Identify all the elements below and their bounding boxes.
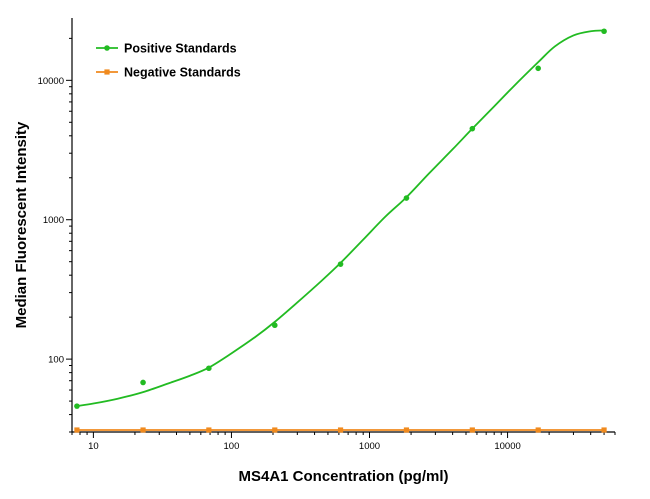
x-tick-label: 1000 bbox=[359, 441, 380, 452]
legend-label: Positive Standards bbox=[124, 42, 237, 56]
x-tick-label: 100 bbox=[224, 441, 240, 452]
negative-data-point bbox=[469, 427, 475, 433]
negative-data-point bbox=[601, 427, 607, 433]
x-tick-label: 10 bbox=[88, 441, 99, 452]
y-tick-label: 10000 bbox=[38, 76, 64, 87]
x-tick-label: 10000 bbox=[494, 441, 520, 452]
negative-data-point bbox=[272, 427, 278, 433]
y-axis-ticks: 100 1000 10000 bbox=[38, 37, 72, 433]
negative-data-point bbox=[403, 427, 410, 433]
x-axis-title: MS4A1 Concentration (pg/ml) bbox=[238, 468, 448, 485]
positive-data-point bbox=[74, 403, 80, 409]
series-layer bbox=[74, 28, 607, 433]
axes bbox=[71, 18, 615, 433]
positive-data-point bbox=[206, 365, 212, 372]
y-tick-label: 1000 bbox=[43, 215, 64, 226]
positive-data-point bbox=[601, 28, 607, 35]
positive-data-point bbox=[469, 125, 476, 132]
positive-fit-curve bbox=[76, 29, 605, 408]
legend-marker bbox=[104, 69, 110, 75]
x-axis-ticks: 10 100 1000 10000 bbox=[71, 432, 616, 452]
negative-data-point bbox=[535, 427, 541, 433]
legend: Positive Standards Negative Standards bbox=[96, 42, 241, 80]
positive-data-point bbox=[140, 379, 146, 386]
legend-marker bbox=[104, 45, 110, 51]
negative-data-point bbox=[337, 427, 344, 433]
legend-label: Negative Standards bbox=[124, 66, 241, 80]
negative-data-point bbox=[206, 427, 212, 433]
positive-data-point bbox=[337, 261, 344, 267]
negative-data-point bbox=[74, 427, 80, 433]
positive-data-point bbox=[535, 65, 541, 72]
positive-data-point bbox=[403, 195, 410, 201]
positive-data-point bbox=[271, 322, 278, 329]
negative-data-point bbox=[140, 427, 146, 433]
y-tick-label: 100 bbox=[48, 355, 64, 366]
y-axis-title: Median Fluorescent Intensity bbox=[13, 121, 30, 328]
